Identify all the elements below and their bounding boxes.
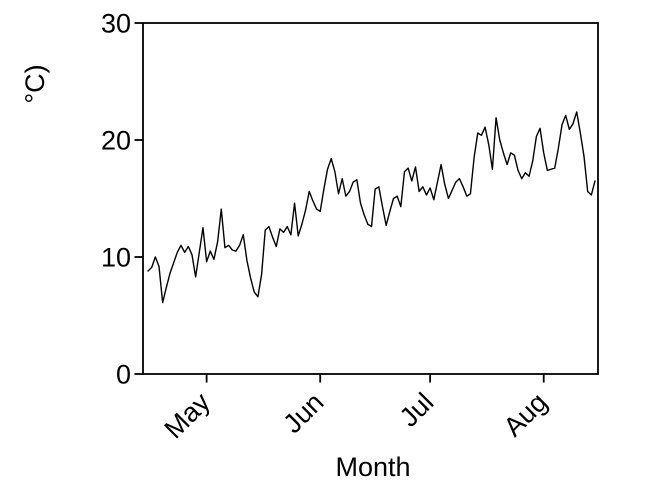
plot-border [142,22,599,375]
y-tick-label: 30 [101,9,131,39]
x-axis-title: Month [335,452,410,482]
y-tick-label: 0 [116,360,131,390]
plot-area: 0 10 20 30 May Jun Jul Aug [101,9,599,445]
x-tick-label: May [159,387,217,445]
y-tick-label: 10 [101,243,131,273]
y-axis-title: °C) [20,64,50,103]
temperature-series-line [147,111,596,304]
x-tick-label: Jul [394,387,440,433]
y-tick-label: 20 [101,126,131,156]
x-tick-label: Aug [498,387,553,442]
x-tick-label: Jun [277,387,329,439]
